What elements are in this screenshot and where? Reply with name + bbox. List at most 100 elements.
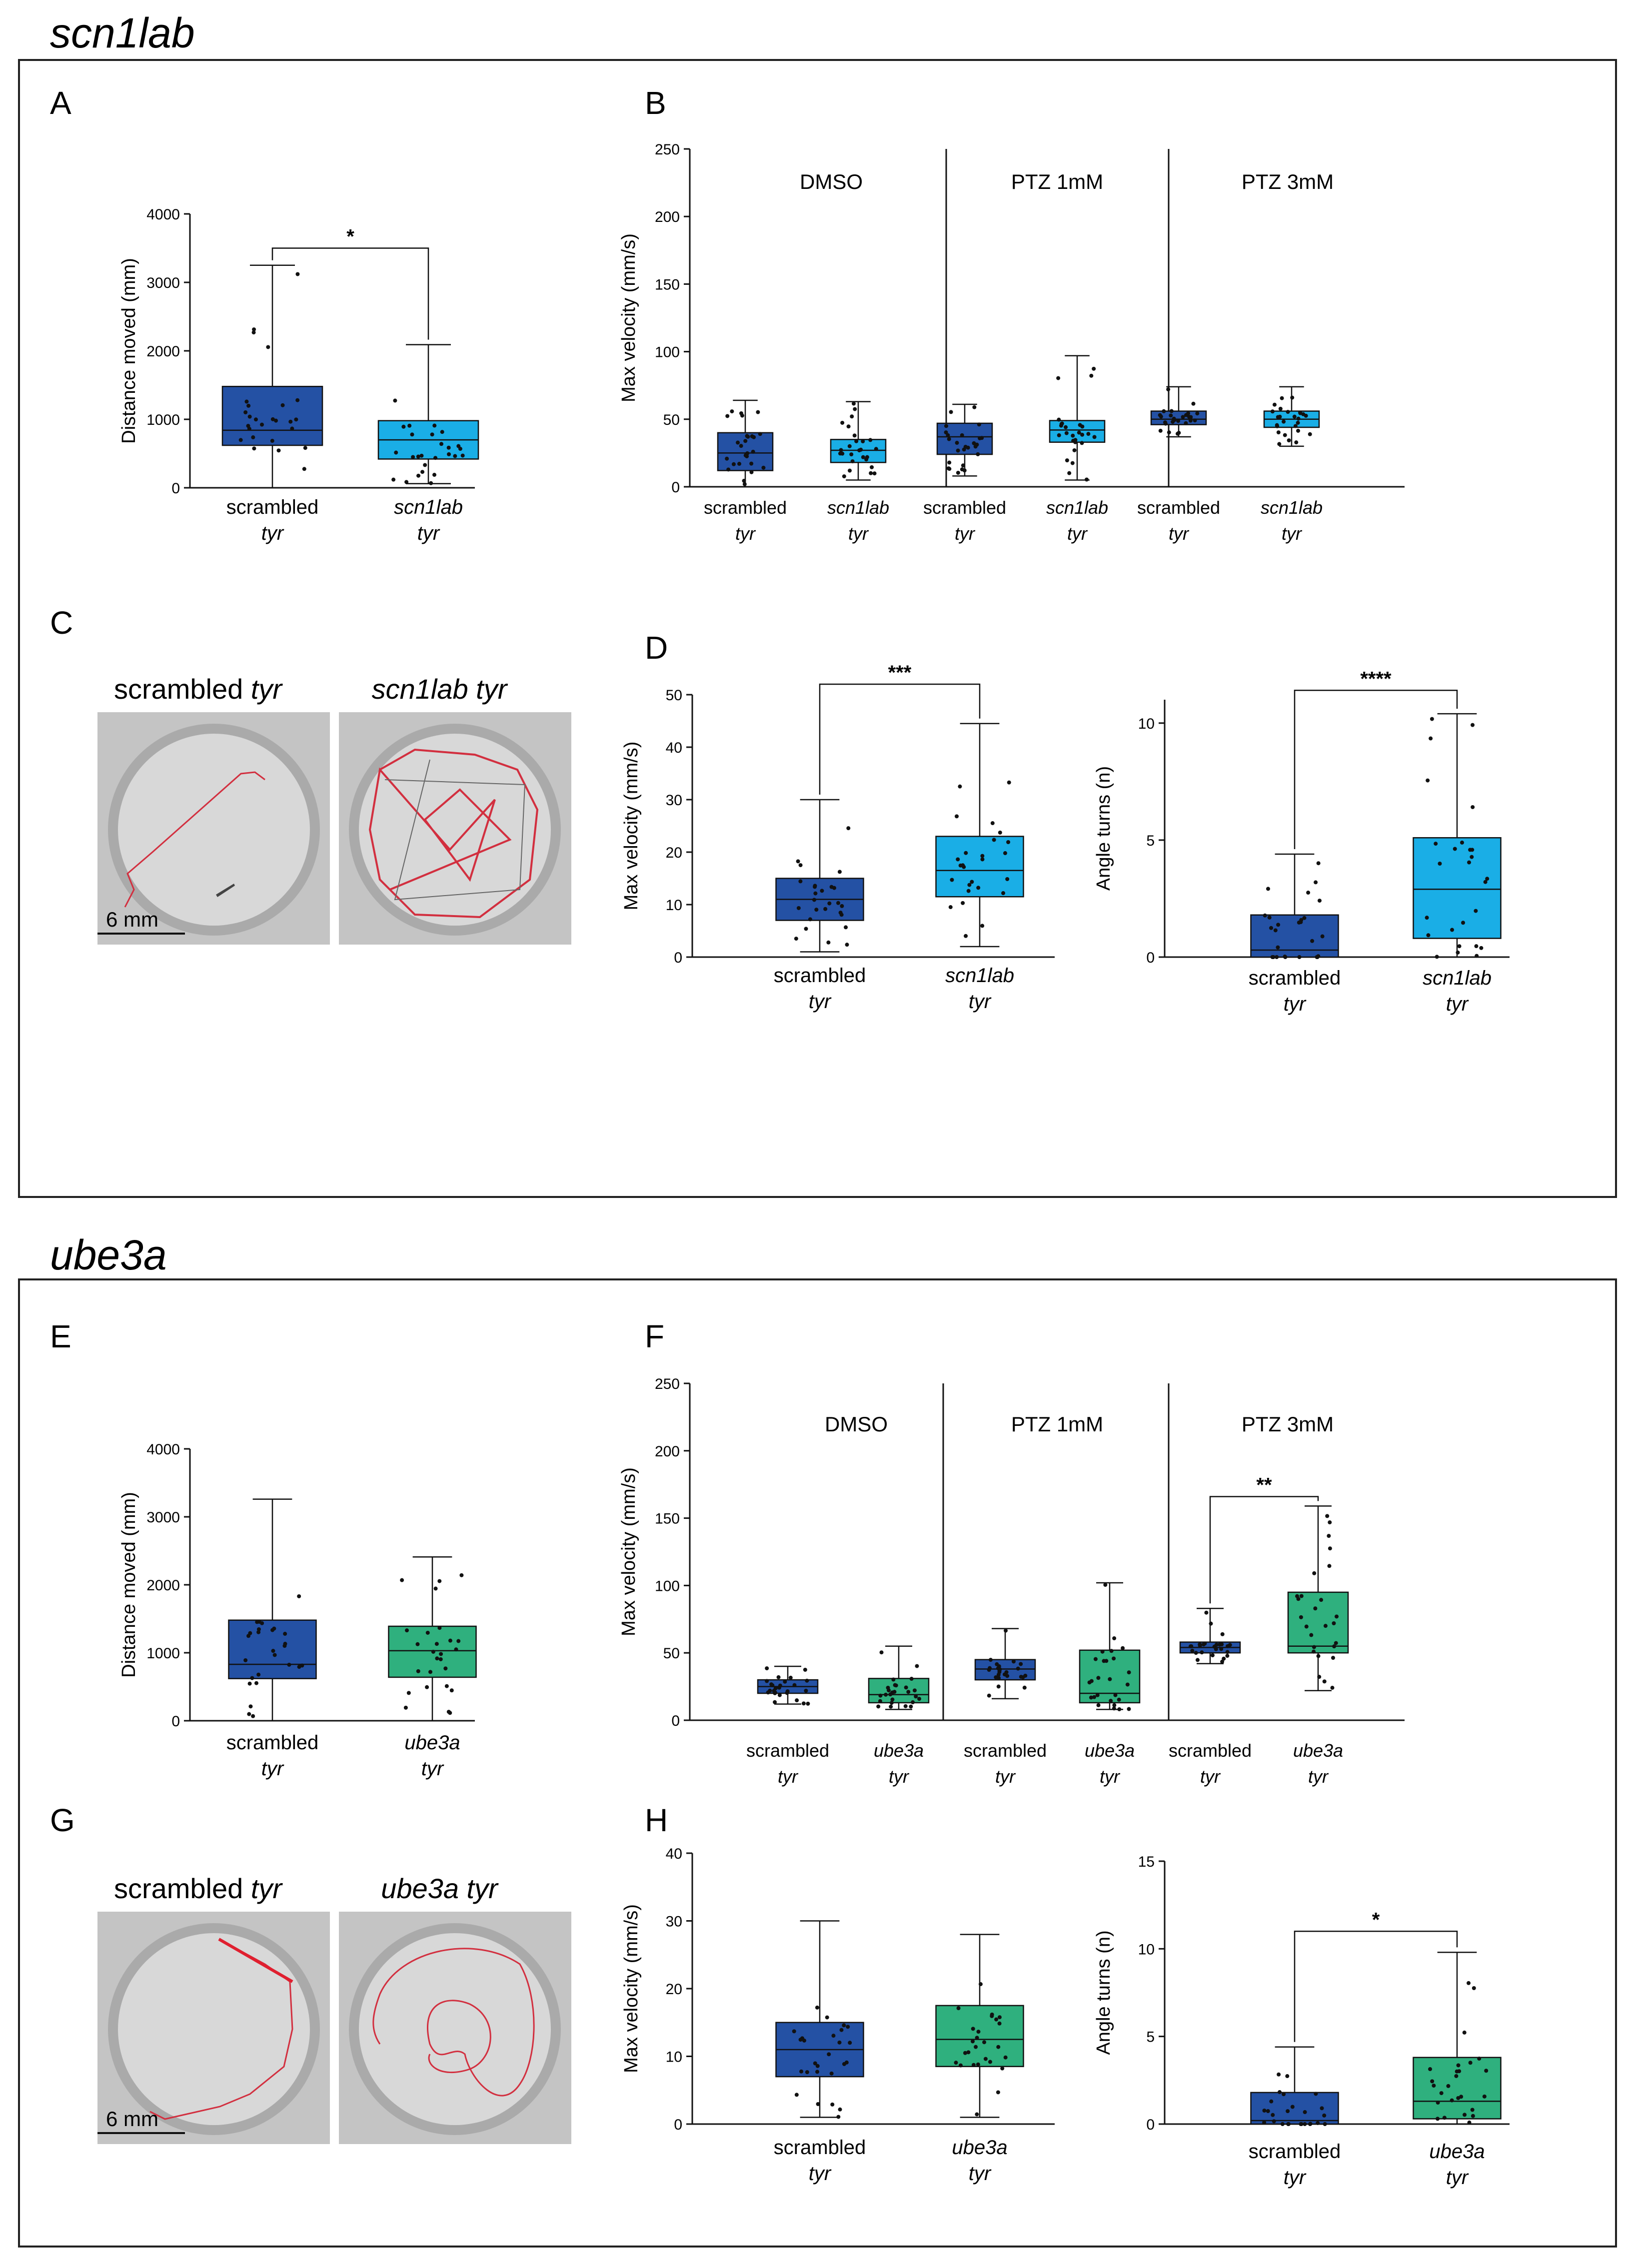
data-point <box>972 441 976 445</box>
data-point <box>243 410 248 414</box>
data-point <box>842 474 846 479</box>
data-point <box>1278 2090 1282 2095</box>
significance-label: ** <box>1256 1474 1272 1496</box>
category-label: scrambled <box>704 497 787 518</box>
data-point <box>879 1650 884 1655</box>
data-point <box>1266 887 1270 891</box>
data-point <box>447 452 451 456</box>
data-point <box>1113 1693 1118 1697</box>
data-point <box>1198 1643 1202 1648</box>
data-point <box>1112 1636 1117 1641</box>
data-point <box>798 879 803 884</box>
category-label: scrambled <box>1249 2141 1341 2163</box>
data-point <box>1290 395 1295 400</box>
category-label: scn1lab <box>1261 497 1323 518</box>
category-label: ube3a <box>1293 1740 1343 1761</box>
data-point <box>874 447 878 451</box>
data-point <box>765 1666 769 1671</box>
y-tick-label: 30 <box>666 792 682 809</box>
data-point <box>1210 1653 1215 1658</box>
data-point <box>1117 1707 1122 1712</box>
data-point <box>1287 438 1291 443</box>
category-label: scrambled <box>774 965 866 987</box>
data-point <box>1456 2063 1461 2068</box>
data-point <box>407 423 412 428</box>
tracking-image-panel-G: scrambled tyr ube3a tyr 6 mm <box>97 1873 571 2144</box>
data-point <box>425 1630 430 1635</box>
y-axis-label: Distance moved (mm) <box>118 1492 139 1678</box>
data-point <box>1201 1642 1206 1647</box>
data-point <box>253 417 258 422</box>
data-point <box>283 1632 287 1636</box>
data-point <box>1436 2101 1440 2105</box>
data-point <box>1294 440 1299 445</box>
data-point <box>726 467 731 472</box>
data-point <box>886 1685 890 1690</box>
data-point <box>1077 430 1081 435</box>
data-point <box>996 2090 1000 2095</box>
data-point <box>1462 2030 1467 2035</box>
data-point <box>997 2021 1002 2026</box>
data-point <box>1277 2072 1281 2077</box>
data-point <box>976 886 981 890</box>
data-point <box>1195 1658 1200 1662</box>
data-point <box>1275 423 1279 427</box>
data-point <box>252 446 256 451</box>
data-point <box>1220 1642 1224 1647</box>
data-point <box>1003 2055 1008 2060</box>
data-point <box>777 1693 782 1697</box>
data-point <box>792 1683 797 1687</box>
data-point <box>998 1667 1002 1672</box>
data-point <box>956 857 960 862</box>
data-point <box>1262 2120 1267 2125</box>
data-point <box>1425 916 1429 920</box>
data-point <box>1453 847 1457 851</box>
data-point <box>826 940 831 945</box>
data-point <box>971 2063 976 2067</box>
data-point <box>803 1668 807 1672</box>
data-point <box>1435 955 1439 959</box>
data-point <box>1310 939 1315 943</box>
data-point <box>1272 2119 1276 2124</box>
data-point <box>1080 432 1085 437</box>
y-tick-label: 40 <box>666 1846 682 1862</box>
data-point <box>792 2029 796 2034</box>
category-sublabel: tyr <box>261 522 284 544</box>
category-label: scrambled <box>964 1740 1047 1761</box>
data-point <box>816 2102 820 2107</box>
category-label: scn1lab <box>394 496 463 518</box>
data-point <box>958 863 963 868</box>
category-sublabel: tyr <box>1100 1766 1121 1787</box>
data-point <box>861 439 865 444</box>
data-point <box>840 904 844 908</box>
y-tick-label: 1000 <box>146 412 180 428</box>
category-sublabel: tyr <box>809 991 832 1013</box>
data-point <box>960 433 964 437</box>
data-point <box>884 1692 888 1697</box>
data-point <box>1319 1598 1324 1602</box>
y-tick-label: 0 <box>171 1713 180 1730</box>
box <box>1287 1591 1349 1654</box>
y-tick-label: 0 <box>1146 950 1155 966</box>
data-point <box>1269 926 1274 930</box>
significance-bracket <box>1209 1496 1319 1604</box>
data-point <box>1200 1650 1204 1655</box>
data-point <box>970 2039 975 2044</box>
data-point <box>1456 950 1460 955</box>
data-point <box>411 455 415 459</box>
data-point <box>1262 2108 1267 2113</box>
data-point <box>944 430 948 435</box>
data-point <box>1209 1621 1213 1626</box>
data-point <box>773 1700 777 1704</box>
category-sublabel: tyr <box>1284 993 1307 1015</box>
data-point <box>788 1675 793 1680</box>
y-tick-label: 1000 <box>146 1645 180 1662</box>
data-point <box>1280 2122 1285 2126</box>
data-point <box>845 943 849 947</box>
data-point <box>1308 432 1312 436</box>
data-point <box>1127 1670 1131 1675</box>
data-point <box>837 870 842 874</box>
data-point <box>948 905 953 910</box>
data-point <box>1109 1649 1114 1653</box>
section-frame-ube3a <box>18 1278 1617 2248</box>
